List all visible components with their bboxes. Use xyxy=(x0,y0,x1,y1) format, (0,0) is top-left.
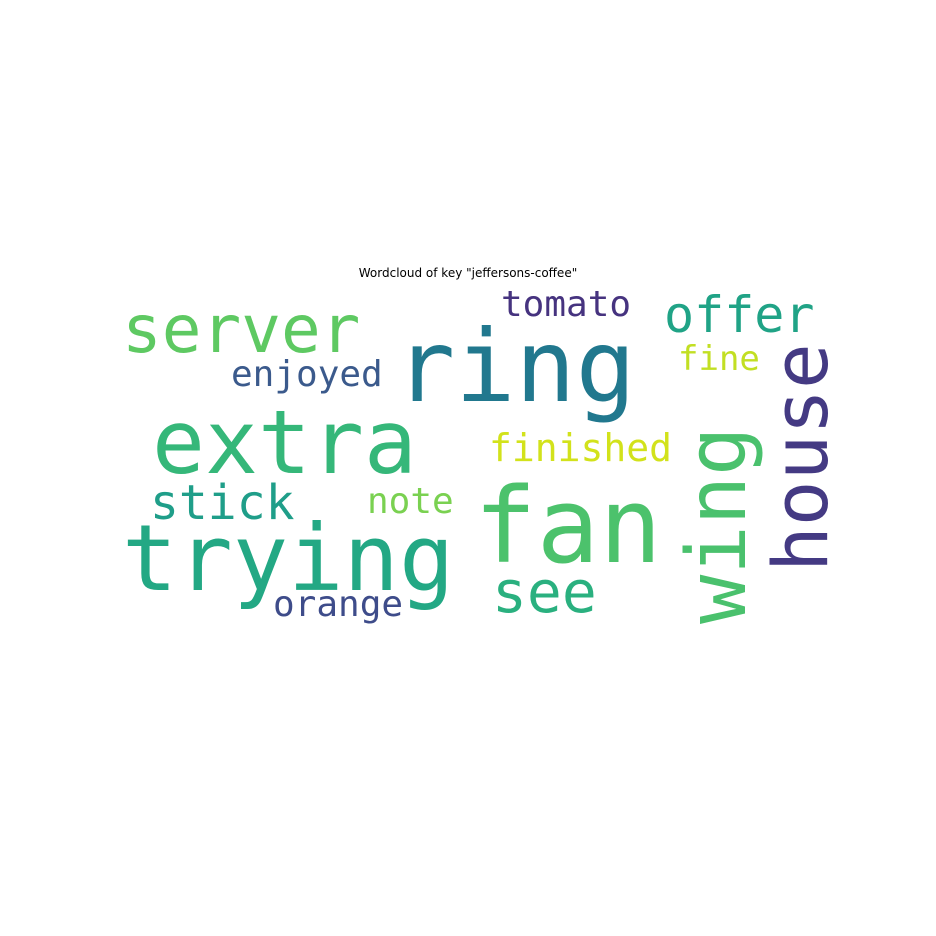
word-stick: stick xyxy=(150,475,295,531)
word-server: server xyxy=(122,291,360,368)
word-fan: fan xyxy=(474,465,662,587)
word-house: house xyxy=(756,343,845,572)
word-orange: orange xyxy=(273,584,403,625)
word-offer: offer xyxy=(664,286,815,344)
word-enjoyed: enjoyed xyxy=(231,354,383,395)
word-see: see xyxy=(492,558,597,626)
word-tomato: tomato xyxy=(501,284,631,325)
chart-title: Wordcloud of key "jeffersons-coffee" xyxy=(358,266,578,280)
word-wing: wing xyxy=(670,427,765,624)
word-fine: fine xyxy=(678,339,760,379)
word-ring: ring xyxy=(395,308,636,425)
word-extra: extra xyxy=(152,391,417,494)
word-trying: trying xyxy=(122,505,454,612)
word-note: note xyxy=(367,481,454,522)
word-finished: finished xyxy=(489,426,672,470)
